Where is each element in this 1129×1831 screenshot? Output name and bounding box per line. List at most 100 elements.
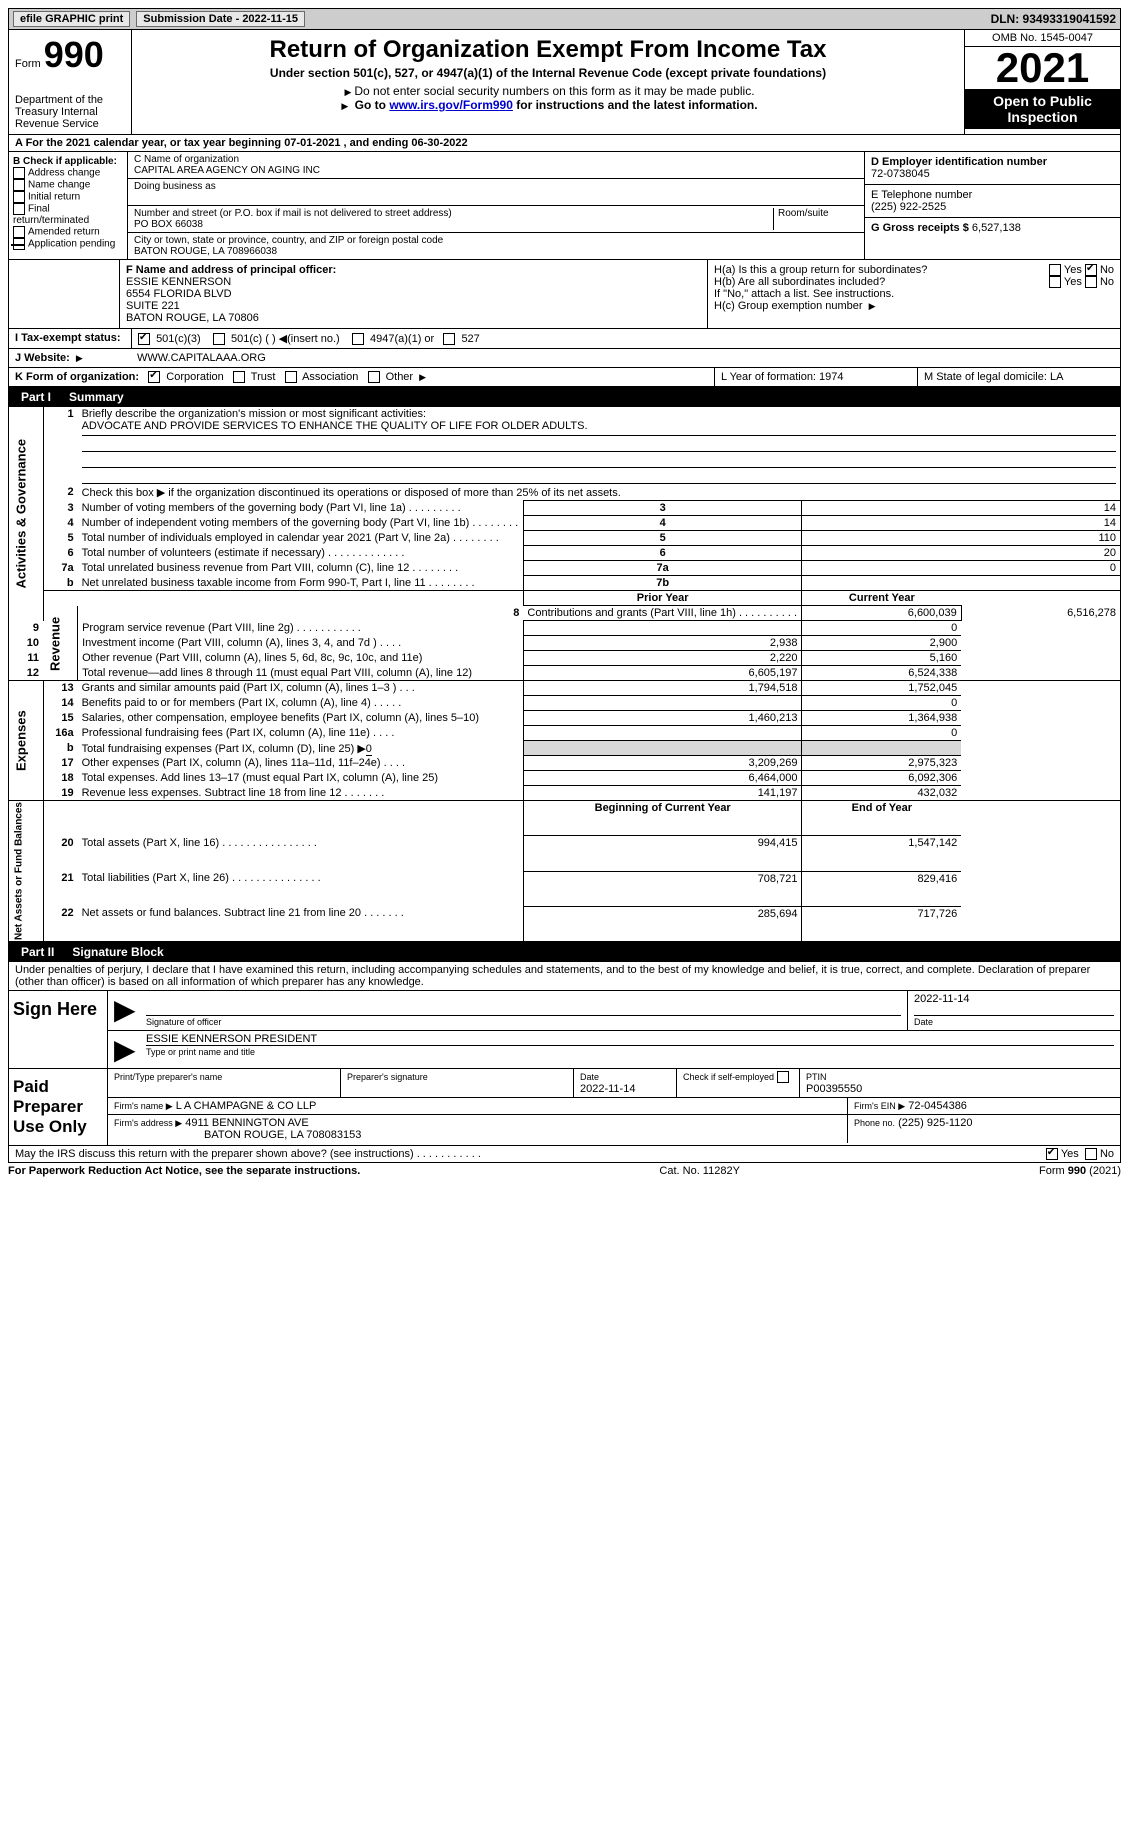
l19-text: Revenue less expenses. Subtract line 18 … xyxy=(82,787,342,799)
room-label: Room/suite xyxy=(774,208,858,230)
officer-addr3: BATON ROUGE, LA 70806 xyxy=(126,312,259,324)
tax-status-row: I Tax-exempt status: 501(c)(3) 501(c) ( … xyxy=(8,329,1121,349)
cb-pending[interactable]: Application pending xyxy=(28,239,115,250)
part2-num: Part II xyxy=(15,945,60,959)
py-head: Prior Year xyxy=(523,591,802,606)
ha-label: H(a) Is this a group return for subordin… xyxy=(714,264,927,276)
efile-print-button[interactable]: efile GRAPHIC print xyxy=(13,11,130,27)
cy-head: Current Year xyxy=(802,591,961,606)
m-state: M State of legal domicile: LA xyxy=(918,368,1120,386)
dln-label: DLN: 93493319041592 xyxy=(991,12,1116,26)
l16a-text: Professional fundraising fees (Part IX, … xyxy=(82,727,370,739)
l3-text: Number of voting members of the governin… xyxy=(82,502,406,514)
l9-cy: 0 xyxy=(802,621,961,636)
k-row: K Form of organization: Corporation Trus… xyxy=(8,368,1121,387)
psig-label: Preparer's signature xyxy=(347,1072,428,1082)
l9-py xyxy=(523,621,802,636)
l7a-text: Total unrelated business revenue from Pa… xyxy=(82,562,410,574)
submission-date-button[interactable]: Submission Date - 2022-11-15 xyxy=(136,11,305,27)
l14-cy: 0 xyxy=(802,696,961,711)
cb-addr-change[interactable]: Address change xyxy=(28,168,100,179)
pdate-label: Date xyxy=(580,1072,599,1082)
l19-cy: 432,032 xyxy=(802,786,961,801)
cb-other[interactable]: Other xyxy=(386,371,414,383)
cb-501c3[interactable]: 501(c)(3) xyxy=(156,333,201,345)
l11-text: Other revenue (Part VIII, column (A), li… xyxy=(82,652,422,664)
i-label: I Tax-exempt status: xyxy=(15,332,121,344)
part1-header: Part I Summary xyxy=(8,387,1121,407)
firm-phone-label: Phone no. xyxy=(854,1118,895,1128)
l5-text: Total number of individuals employed in … xyxy=(82,532,450,544)
l20-text: Total assets (Part X, line 16) xyxy=(82,837,220,849)
l11-cy: 5,160 xyxy=(802,651,961,666)
irs-link[interactable]: www.irs.gov/Form990 xyxy=(389,98,513,112)
f-label: F Name and address of principal officer: xyxy=(126,264,336,276)
l21-py: 708,721 xyxy=(523,871,802,906)
vert-netassets: Net Assets or Fund Balances xyxy=(9,801,44,942)
form-number: 990 xyxy=(44,34,104,75)
l10-cy: 2,900 xyxy=(802,636,961,651)
l9-text: Program service revenue (Part VIII, line… xyxy=(82,622,294,634)
g-label: G Gross receipts $ xyxy=(871,222,969,234)
cb-initial[interactable]: Initial return xyxy=(28,192,80,203)
typed-name: ESSIE KENNERSON PRESIDENT xyxy=(146,1033,1114,1046)
l17-py: 3,209,269 xyxy=(523,756,802,771)
form-title: Return of Organization Exempt From Incom… xyxy=(138,36,958,64)
l16a-cy: 0 xyxy=(802,726,961,741)
firm-addr-label: Firm's address ▶ xyxy=(114,1118,182,1128)
paid-preparer-label: Paid Preparer Use Only xyxy=(9,1069,108,1145)
firm-ein: 72-0454386 xyxy=(908,1100,967,1112)
eoy-head: End of Year xyxy=(802,801,961,836)
l6-val: 20 xyxy=(802,546,1121,561)
l16b-text: Total fundraising expenses (Part IX, col… xyxy=(82,743,366,755)
cb-4947[interactable]: 4947(a)(1) or xyxy=(370,333,434,345)
hb-no[interactable]: No xyxy=(1100,276,1114,288)
may-text: May the IRS discuss this return with the… xyxy=(15,1148,414,1160)
l7a-val: 0 xyxy=(802,561,1121,576)
l17-cy: 2,975,323 xyxy=(802,756,961,771)
l1-text: Briefly describe the organization's miss… xyxy=(82,408,426,420)
firm-name: L A CHAMPAGNE & CO LLP xyxy=(176,1100,317,1112)
insert-no: (insert no.) xyxy=(287,333,340,345)
cb-trust[interactable]: Trust xyxy=(251,371,276,383)
top-bar: efile GRAPHIC print Submission Date - 20… xyxy=(8,8,1121,30)
l21-cy: 829,416 xyxy=(802,871,961,906)
gross-receipts: 6,527,138 xyxy=(972,222,1021,234)
cb-527[interactable]: 527 xyxy=(461,333,479,345)
officer-addr1: 6554 FLORIDA BLVD xyxy=(126,288,232,300)
ha-no[interactable]: No xyxy=(1100,264,1114,276)
cb-assoc[interactable]: Association xyxy=(302,371,358,383)
l12-cy: 6,524,338 xyxy=(802,666,961,681)
typed-label: Type or print name and title xyxy=(146,1047,255,1057)
form-subtitle: Under section 501(c), 527, or 4947(a)(1)… xyxy=(138,66,958,80)
l13-py: 1,794,518 xyxy=(523,681,802,696)
firm-phone: (225) 925-1120 xyxy=(898,1117,972,1129)
ein-value: 72-0738045 xyxy=(871,168,930,180)
cb-amended[interactable]: Amended return xyxy=(28,227,100,238)
hb-yes[interactable]: Yes xyxy=(1064,276,1082,288)
org-name: CAPITAL AREA AGENCY ON AGING INC xyxy=(134,165,320,176)
org-info-block: B Check if applicable: Address change Na… xyxy=(8,152,1121,260)
l16a-py xyxy=(523,726,802,741)
self-emp-label: Check if self-employed xyxy=(683,1072,774,1082)
l2-text: Check this box ▶ if the organization dis… xyxy=(82,487,621,499)
ha-yes[interactable]: Yes xyxy=(1064,264,1082,276)
l20-py: 994,415 xyxy=(523,836,802,871)
street-value: PO BOX 66038 xyxy=(134,219,203,230)
cb-name-change[interactable]: Name change xyxy=(28,180,90,191)
form-word: Form xyxy=(15,58,41,70)
l16b-val: 0 xyxy=(366,743,372,756)
l-year: L Year of formation: 1974 xyxy=(715,368,918,386)
open-inspection: Open to Public Inspection xyxy=(965,89,1120,129)
summary-table: Activities & Governance 1 Briefly descri… xyxy=(8,407,1121,942)
l17-text: Other expenses (Part IX, column (A), lin… xyxy=(82,757,381,769)
l7b-val xyxy=(802,576,1121,591)
cb-corp[interactable]: Corporation xyxy=(166,371,223,383)
d-label: D Employer identification number xyxy=(871,156,1047,168)
l6-text: Total number of volunteers (estimate if … xyxy=(82,547,325,559)
website-value: WWW.CAPITALAAA.ORG xyxy=(137,352,266,364)
l19-py: 141,197 xyxy=(523,786,802,801)
cb-501c[interactable]: 501(c) ( ) xyxy=(231,333,276,345)
may-no[interactable]: No xyxy=(1100,1148,1114,1160)
may-yes[interactable]: Yes xyxy=(1061,1148,1079,1160)
